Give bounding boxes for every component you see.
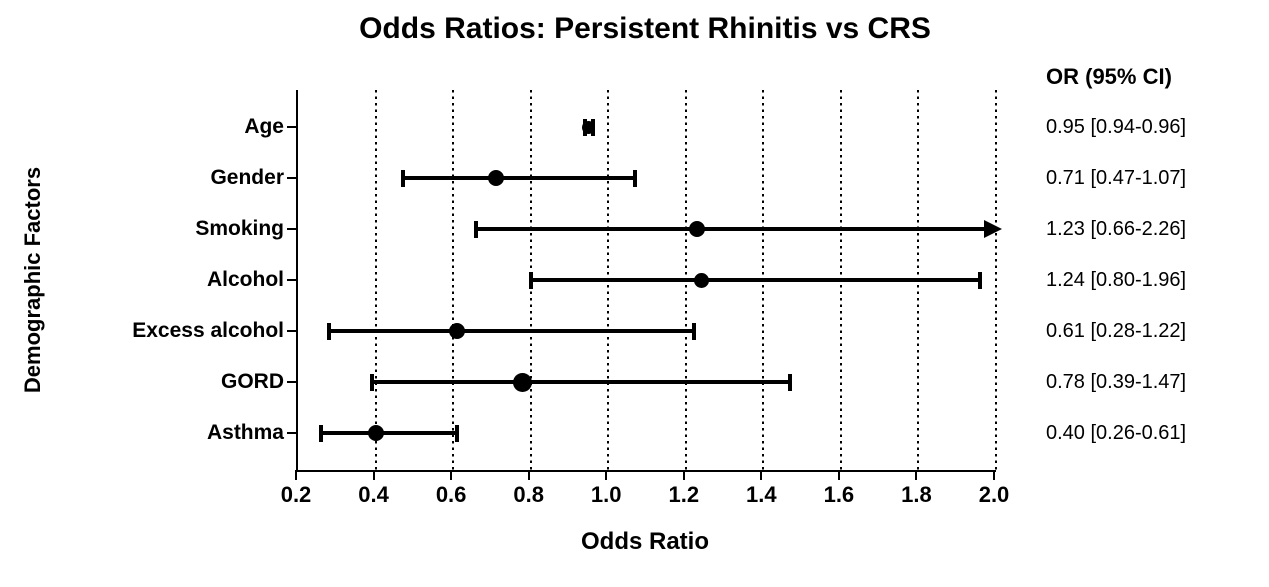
x-tick-label: 1.2	[668, 482, 700, 507]
or-column-header: OR (95% CI)	[1046, 64, 1172, 89]
ci-cap-low	[319, 424, 324, 442]
x-tick-label: 2.0	[978, 482, 1010, 507]
or-ci-value: 1.23 [0.66-2.26]	[1046, 218, 1187, 240]
or-marker	[693, 272, 709, 288]
x-tick	[527, 470, 530, 480]
ci-line	[476, 227, 996, 231]
gridline	[374, 90, 377, 470]
ci-cap-low	[369, 373, 374, 391]
y-tick	[287, 381, 296, 383]
or-ci-value: 0.61 [0.28-1.22]	[1046, 320, 1187, 342]
x-tick-label: 1.6	[823, 482, 855, 507]
category-label: Smoking	[195, 217, 284, 240]
ci-line	[329, 329, 694, 333]
x-tick	[837, 470, 840, 480]
or-ci-value: 0.71 [0.47-1.07]	[1046, 167, 1187, 189]
or-ci-value: 0.95 [0.94-0.96]	[1046, 116, 1187, 138]
category-label: GORD	[221, 370, 284, 393]
or-marker	[582, 120, 596, 134]
y-tick	[287, 432, 296, 434]
or-ci-value: 0.40 [0.26-0.61]	[1046, 422, 1187, 444]
x-tick	[605, 470, 608, 480]
x-tick-label: 0.6	[435, 482, 467, 507]
ci-line	[321, 431, 457, 435]
ci-line	[530, 278, 981, 282]
ci-cap-low	[528, 271, 533, 289]
x-tick-label: 0.2	[280, 482, 312, 507]
or-marker	[689, 221, 706, 237]
gridline	[452, 90, 455, 470]
ci-cap-high	[633, 169, 638, 187]
y-tick	[287, 126, 296, 128]
or-marker	[487, 170, 504, 186]
or-marker	[513, 372, 533, 392]
x-tick	[372, 470, 375, 480]
category-label: Age	[244, 115, 284, 138]
figure-title: Odds Ratios: Persistent Rhinitis vs CRS	[359, 12, 931, 45]
category-label: Gender	[210, 166, 284, 189]
or-marker	[367, 425, 384, 441]
x-tick	[295, 470, 297, 480]
x-tick	[915, 470, 918, 480]
x-tick	[993, 470, 995, 480]
y-tick	[287, 177, 296, 179]
ci-line	[371, 380, 791, 384]
x-tick	[682, 470, 685, 480]
category-labels: Age Gender Smoking Alcohol Excess alcohol GOR…	[0, 90, 284, 470]
x-axis-title: Odds Ratio	[580, 528, 709, 555]
category-label: Excess alcohol	[132, 319, 284, 342]
gridline	[995, 90, 997, 470]
ci-line	[402, 176, 636, 180]
category-label: Alcohol	[207, 268, 284, 291]
ci-cap-high	[788, 373, 793, 391]
or-ci-value: 1.24 [0.80-1.96]	[1046, 269, 1187, 291]
ci-cap-low	[474, 220, 479, 238]
x-tick-label: 1.0	[590, 482, 622, 507]
ci-cap-high	[691, 322, 696, 340]
or-ci-value: 0.78 [0.39-1.47]	[1046, 371, 1187, 393]
y-tick	[287, 228, 296, 230]
y-tick	[287, 330, 296, 332]
x-tick	[450, 470, 453, 480]
ci-arrow-right-icon	[984, 220, 1002, 238]
ci-cap-high	[454, 424, 459, 442]
plot-area	[296, 90, 1002, 472]
ci-cap-high	[978, 271, 983, 289]
x-tick-label: 0.8	[513, 482, 544, 507]
category-label: Asthma	[206, 421, 284, 444]
x-tick-label: 1.4	[746, 482, 777, 507]
ci-cap-low	[400, 169, 405, 187]
x-tick-label: 1.8	[901, 482, 932, 507]
x-tick	[760, 470, 763, 480]
or-marker	[448, 323, 465, 339]
x-tick-label: 0.4	[358, 482, 389, 507]
y-tick	[287, 279, 296, 281]
ci-cap-low	[327, 322, 332, 340]
